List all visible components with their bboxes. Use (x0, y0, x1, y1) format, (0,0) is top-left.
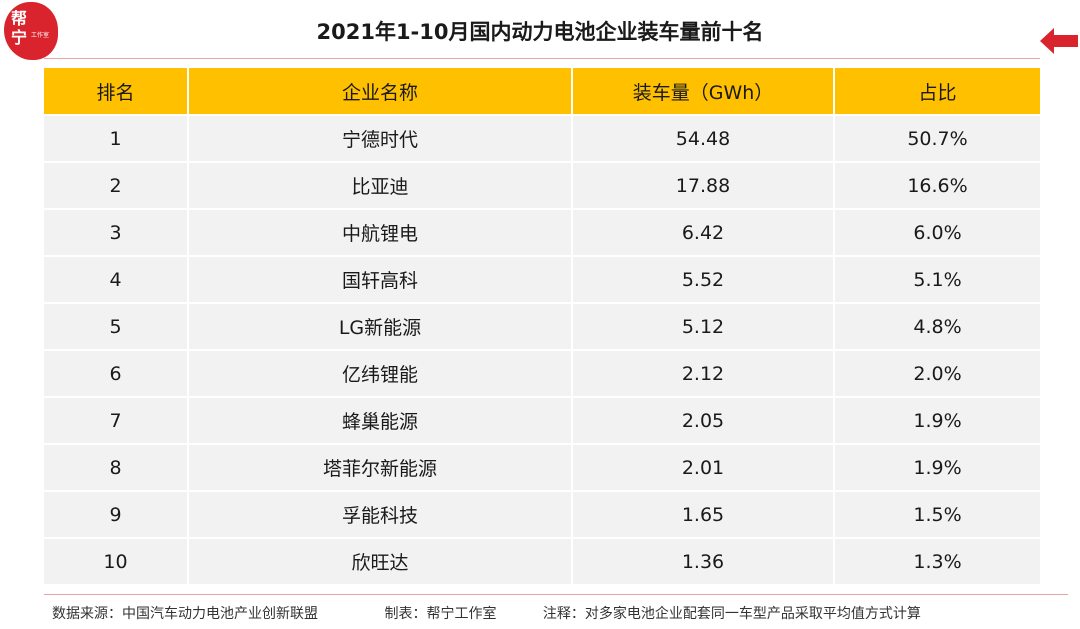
table-row: 3 中航锂电 6.42 6.0% (44, 208, 1040, 255)
volume-cell: 5.12 (573, 302, 835, 349)
company-cell: LG新能源 (189, 302, 573, 349)
volume-cell: 6.42 (573, 208, 835, 255)
table-maker-note: 制表：帮宁工作室 (384, 606, 497, 622)
rank-cell: 7 (44, 396, 189, 443)
rank-cell: 10 (44, 537, 189, 584)
table-row: 1 宁德时代 54.48 50.7% (44, 114, 1040, 161)
volume-cell: 1.65 (573, 490, 835, 537)
volume-cell: 1.36 (573, 537, 835, 584)
share-cell: 1.5% (835, 490, 1040, 537)
table-row: 10 欣旺达 1.36 1.3% (44, 537, 1040, 584)
table-row: 7 蜂巢能源 2.05 1.9% (44, 396, 1040, 443)
page-title: 2021年1-10月国内动力电池企业装车量前十名 (316, 20, 764, 44)
rank-cell: 2 (44, 161, 189, 208)
left-arrow-icon[interactable] (1040, 28, 1078, 54)
company-cell: 国轩高科 (189, 255, 573, 302)
share-cell: 2.0% (835, 349, 1040, 396)
header-rank: 排名 (44, 68, 189, 114)
title-divider (44, 58, 1040, 59)
footnote: 注释：对多家电池企业配套同一车型产品采取平均值方式计算 (542, 606, 921, 622)
share-cell: 6.0% (835, 208, 1040, 255)
share-cell: 1.9% (835, 443, 1040, 490)
footer-divider (44, 594, 1068, 595)
table-row: 2 比亚迪 17.88 16.6% (44, 161, 1040, 208)
company-cell: 塔菲尔新能源 (189, 443, 573, 490)
header-volume: 装车量（GWh） (573, 68, 835, 114)
volume-cell: 2.01 (573, 443, 835, 490)
table-row: 9 孚能科技 1.65 1.5% (44, 490, 1040, 537)
rank-cell: 8 (44, 443, 189, 490)
logo-char-1: 帮 (11, 9, 28, 28)
company-cell: 中航锂电 (189, 208, 573, 255)
company-cell: 蜂巢能源 (189, 396, 573, 443)
rank-cell: 6 (44, 349, 189, 396)
company-cell: 孚能科技 (189, 490, 573, 537)
company-cell: 欣旺达 (189, 537, 573, 584)
rank-cell: 3 (44, 208, 189, 255)
footer: 数据来源：中国汽车动力电池产业创新联盟 制表：帮宁工作室 注释：对多家电池企业配… (52, 603, 921, 623)
share-cell: 5.1% (835, 255, 1040, 302)
volume-cell: 5.52 (573, 255, 835, 302)
share-cell: 4.8% (835, 302, 1040, 349)
rank-cell: 1 (44, 114, 189, 161)
rank-cell: 4 (44, 255, 189, 302)
header-company: 企业名称 (189, 68, 573, 114)
logo-char-2: 宁 (11, 28, 28, 47)
volume-cell: 17.88 (573, 161, 835, 208)
table-row: 4 国轩高科 5.52 5.1% (44, 255, 1040, 302)
brand-logo: 帮 宁 工作室 (4, 2, 58, 60)
volume-cell: 2.12 (573, 349, 835, 396)
ranking-table: 排名 企业名称 装车量（GWh） 占比 1 宁德时代 54.48 50.7% 2… (44, 68, 1040, 584)
header-share: 占比 (835, 68, 1040, 114)
logo-subtext: 工作室 (31, 32, 50, 39)
company-cell: 宁德时代 (189, 114, 573, 161)
table-header-row: 排名 企业名称 装车量（GWh） 占比 (44, 68, 1040, 114)
table-row: 8 塔菲尔新能源 2.01 1.9% (44, 443, 1040, 490)
share-cell: 50.7% (835, 114, 1040, 161)
share-cell: 1.3% (835, 537, 1040, 584)
company-cell: 比亚迪 (189, 161, 573, 208)
volume-cell: 2.05 (573, 396, 835, 443)
table-row: 5 LG新能源 5.12 4.8% (44, 302, 1040, 349)
share-cell: 1.9% (835, 396, 1040, 443)
rank-cell: 5 (44, 302, 189, 349)
volume-cell: 54.48 (573, 114, 835, 161)
share-cell: 16.6% (835, 161, 1040, 208)
rank-cell: 9 (44, 490, 189, 537)
data-source-note: 数据来源：中国汽车动力电池产业创新联盟 (52, 606, 318, 622)
company-cell: 亿纬锂能 (189, 349, 573, 396)
table-row: 6 亿纬锂能 2.12 2.0% (44, 349, 1040, 396)
